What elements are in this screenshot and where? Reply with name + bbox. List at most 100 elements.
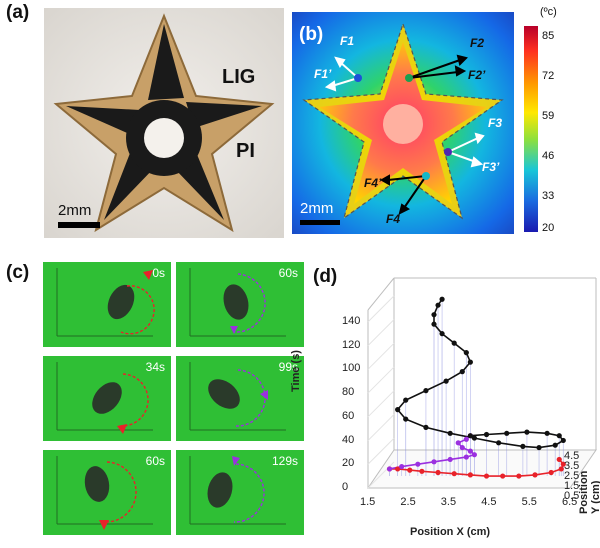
y-tick-60: 60 [342, 409, 355, 422]
scale-text-a: 2mm [58, 202, 92, 219]
data-point-segment-3-16 [403, 397, 409, 403]
colorbar [524, 26, 538, 232]
force-f3: F3 [488, 116, 503, 130]
series-line-segment-3 [396, 298, 565, 449]
data-point-segment-3-19 [459, 369, 465, 375]
cb-tick-33: 33 [542, 190, 555, 202]
data-point-segment-1-2 [558, 466, 564, 472]
z-axis-title: Position Y (cm) [578, 470, 600, 514]
panel-label-d: (d) [313, 266, 338, 287]
data-point-segment-3-18 [443, 378, 449, 384]
data-point-segment-2-8 [459, 444, 465, 451]
data-point-segment-1-9 [451, 471, 457, 477]
data-point-segment-3-24 [431, 321, 437, 327]
data-point-segment-3-5 [556, 433, 562, 439]
force-f1: F1 [340, 34, 355, 48]
y-tick-140: 140 [342, 314, 361, 327]
data-point-segment-3-25 [431, 312, 437, 318]
data-point-segment-3-6 [560, 437, 566, 444]
panel-label-b: (b) [299, 24, 324, 45]
force-f1-prime: F1’ [314, 67, 332, 81]
data-point-segment-3-10 [496, 440, 502, 446]
cb-tick-72: 72 [542, 70, 555, 82]
data-point-segment-2-10 [463, 436, 469, 442]
z-tick-2.5: 2.5 [564, 470, 580, 482]
cb-tick-59: 59 [542, 110, 555, 122]
x-tick-2.5: 2.5 [400, 496, 416, 508]
time-label-1: 60s [278, 266, 298, 280]
scale-bar-b [300, 220, 340, 225]
data-point-segment-1-8 [467, 472, 473, 478]
data-point-segment-3-4 [544, 430, 550, 436]
y-tick-80: 80 [342, 386, 355, 399]
colorbar-unit: (ºc) [540, 6, 557, 18]
data-point-segment-2-9 [455, 440, 461, 446]
star-photo [44, 8, 284, 238]
data-point-segment-1-5 [516, 473, 522, 479]
data-point-segment-3-15 [395, 407, 401, 413]
grid-line-t-7 [367, 295, 395, 323]
cb-tick-85: 85 [542, 30, 555, 42]
scale-text-b: 2mm [300, 200, 334, 217]
lig-pattern [148, 24, 184, 100]
x-tick-1.5: 1.5 [360, 496, 376, 508]
data-point-segment-2-2 [415, 461, 421, 467]
snapshot-0s: 0s [43, 262, 171, 347]
grid-line-t-6 [367, 319, 395, 346]
x-tick-4.5: 4.5 [481, 496, 497, 508]
z-tick-1.5: 1.5 [564, 480, 580, 492]
data-point-segment-1-1 [560, 461, 566, 467]
z-tick-0.5: 0.5 [564, 490, 580, 502]
data-point-segment-3-3 [524, 429, 530, 435]
data-point-segment-3-1 [483, 431, 490, 438]
snapshot-129s: 129s [176, 450, 304, 535]
y-tick-40: 40 [342, 433, 355, 446]
cb-tick-46: 46 [542, 150, 555, 162]
grid-line-t-3 [367, 390, 395, 418]
data-point-segment-3-9 [520, 443, 526, 449]
star-center-hole [144, 118, 184, 158]
snapshot-34s: 34s [43, 356, 171, 441]
data-point-segment-1-13 [395, 466, 401, 472]
time-label-4: 60s [145, 454, 165, 468]
data-point-segment-2-4 [447, 456, 453, 463]
time-label-5: 129s [271, 454, 298, 468]
grid-line-t-0 [367, 461, 395, 489]
x-axis-title: Position X (cm) [410, 526, 491, 538]
data-point-segment-2-5 [463, 454, 469, 460]
y-tick-0: 0 [342, 481, 349, 493]
lig-label: LIG [222, 66, 256, 88]
force-f4-prime: F4’ [364, 176, 382, 190]
y-tick-20: 20 [342, 457, 355, 470]
grid-line-t-4 [367, 366, 395, 394]
data-point-segment-3-20 [467, 359, 473, 365]
pi-label: PI [236, 140, 255, 162]
snapshot-60s-red: 60s [43, 450, 171, 535]
x-tick-6.5: 6.5 [562, 496, 578, 508]
data-point-segment-3-13 [423, 424, 429, 430]
snapshot-99s: 99s [176, 356, 304, 441]
data-point-segment-3-12 [447, 430, 453, 436]
y-tick-120: 120 [342, 338, 361, 351]
data-point-segment-3-11 [471, 435, 477, 441]
grid-line-t-5 [367, 342, 395, 370]
data-point-segment-3-22 [451, 340, 457, 346]
force-f2-prime: F2’ [468, 68, 486, 82]
y-axis-title: Time (s) [290, 350, 302, 392]
chart-box [367, 277, 597, 489]
data-point-segment-3-14 [403, 416, 409, 422]
z-tick-4.5: 4.5 [564, 450, 580, 462]
x-tick-3.5: 3.5 [440, 496, 457, 508]
time-label-0: 0s [152, 266, 165, 280]
data-point-segment-3-26 [435, 302, 441, 308]
force-f4: F4 [386, 212, 401, 226]
data-point-segment-2-7 [467, 448, 473, 454]
thermal-image: F1 F1’ F2 F2’ F3 F3’ F4 F4’ 2mm [292, 12, 514, 234]
data-point-segment-1-3 [548, 469, 554, 476]
y-tick-100: 100 [342, 362, 361, 375]
trajectory-chart [367, 277, 597, 489]
data-point-segment-3-2 [504, 430, 510, 436]
time-label-2: 34s [145, 360, 165, 374]
data-point-segment-3-21 [463, 350, 469, 356]
time-label-3: 99s [278, 360, 298, 374]
